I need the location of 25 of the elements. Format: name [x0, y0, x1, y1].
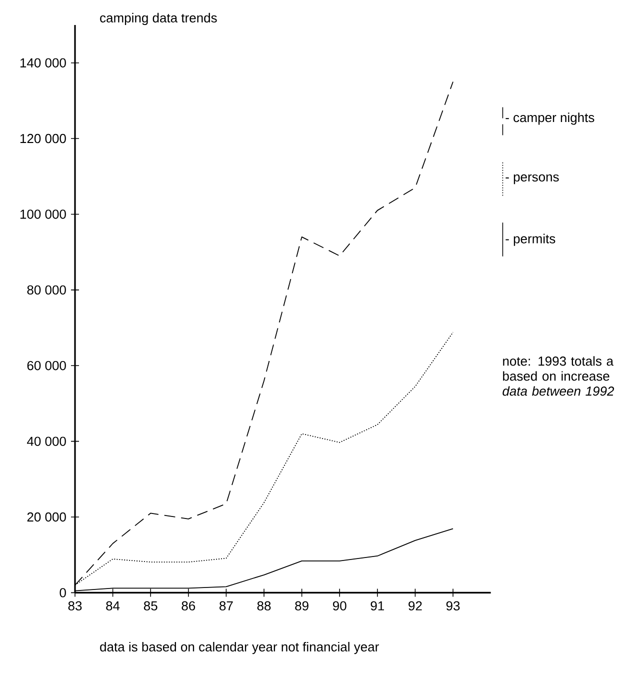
text: - camper nights: [506, 112, 594, 125]
text: data is based on calendar year not financial year: [100, 642, 379, 654]
y-tick-label: 60 000: [27, 361, 66, 370]
x-tick-label: 89: [295, 601, 308, 610]
text: - persons: [506, 174, 559, 184]
y-tick-label: 120 000: [20, 134, 66, 144]
x-tick-label: 85: [144, 601, 158, 610]
y-tick-label: 80 000: [27, 285, 66, 295]
text: note: 1993 totals a based on increase data between 1992: [502, 356, 614, 396]
x-tick-label: 84: [106, 601, 120, 610]
x-tick-label: 86: [182, 601, 196, 610]
chart-title: camping data trends: [100, 12, 217, 26]
x-tick-label: 93: [446, 601, 460, 610]
text: - permits: [506, 234, 556, 246]
y-tick-label: 100 000: [20, 210, 66, 219]
x-tick-label: 83: [68, 601, 82, 610]
y-tick-label: 140 000: [20, 58, 66, 68]
x-tick-label: 88: [257, 601, 271, 610]
x-tick-label: 91: [370, 601, 384, 610]
y-tick-label: 20 000: [27, 512, 66, 522]
x-tick-label: 87: [220, 601, 233, 610]
x-tick-label: 92: [408, 601, 422, 610]
y-tick-label: 0: [60, 588, 66, 598]
x-tick-label: 90: [332, 601, 346, 610]
y-tick-label: 40 000: [27, 436, 66, 446]
